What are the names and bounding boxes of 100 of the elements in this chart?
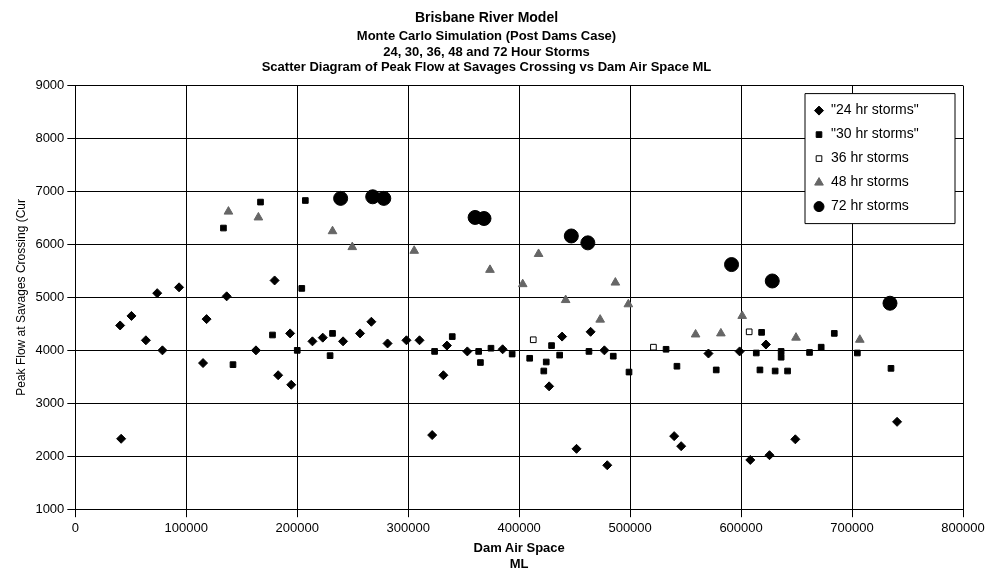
point — [497, 344, 508, 355]
point — [126, 310, 137, 321]
x-tick-label: 200000 — [275, 519, 319, 535]
point — [724, 257, 740, 273]
point — [462, 346, 473, 357]
x-tick-label: 0 — [71, 519, 79, 535]
point — [817, 343, 825, 351]
point — [690, 328, 701, 338]
point — [355, 328, 366, 339]
point — [229, 361, 237, 368]
point — [673, 362, 681, 370]
point — [752, 349, 760, 357]
point — [414, 335, 425, 346]
point — [116, 433, 127, 444]
point — [560, 294, 571, 304]
y-tick-label: 9000 — [35, 77, 65, 93]
point — [257, 198, 264, 206]
y-tick-label: 5000 — [35, 288, 65, 304]
point — [201, 314, 212, 325]
point — [662, 345, 670, 353]
point — [338, 336, 349, 347]
y-axis-title: Peak Flow at Savages Crossing (Cur — [13, 199, 28, 396]
point — [441, 340, 452, 351]
point — [347, 241, 358, 251]
point — [487, 344, 495, 352]
x-tick-label: 500000 — [608, 519, 652, 535]
point — [669, 431, 680, 442]
x-tick-label: 700000 — [830, 519, 874, 535]
point — [650, 343, 657, 351]
point — [326, 352, 334, 359]
point — [517, 278, 528, 288]
point — [676, 441, 687, 452]
point — [791, 332, 801, 341]
point — [602, 460, 613, 471]
point — [448, 333, 456, 340]
point — [784, 367, 791, 375]
point — [716, 327, 726, 337]
point — [777, 353, 785, 361]
x-tick-label: 600000 — [719, 519, 763, 535]
y-tick-label: 6000 — [35, 236, 65, 252]
point — [544, 381, 555, 392]
point — [892, 416, 903, 427]
chart-title: Brisbane River Model — [414, 9, 559, 26]
point — [327, 225, 338, 235]
point — [431, 348, 438, 355]
point — [533, 248, 544, 257]
point — [485, 264, 495, 273]
point — [269, 331, 276, 339]
point — [366, 316, 377, 327]
point — [302, 197, 309, 204]
point — [595, 314, 605, 323]
point — [409, 245, 420, 254]
point — [610, 277, 621, 286]
point — [599, 345, 610, 356]
point — [623, 298, 634, 308]
x-tick-label: 100000 — [164, 519, 208, 535]
point — [526, 354, 534, 362]
point — [542, 358, 550, 366]
point — [376, 190, 392, 206]
point — [625, 368, 633, 376]
y-tick-label: 3000 — [35, 394, 65, 410]
legend-label: 36 hr storms — [831, 149, 909, 166]
point — [307, 336, 318, 347]
point — [790, 434, 801, 445]
y-tick-label: 7000 — [35, 183, 65, 199]
point — [756, 366, 764, 374]
point — [745, 328, 753, 336]
point — [548, 342, 555, 349]
point — [854, 349, 861, 357]
point — [477, 359, 484, 366]
point — [253, 211, 264, 221]
x-tick-label: 800000 — [941, 519, 985, 535]
point — [198, 358, 209, 369]
point — [223, 206, 234, 215]
point — [806, 349, 813, 356]
x-tick-label: 400000 — [497, 519, 541, 535]
point — [854, 334, 865, 343]
legend-label: "24 hr storms" — [831, 101, 919, 118]
point — [427, 430, 438, 441]
legend-label: "30 hr storms" — [831, 125, 919, 142]
point — [777, 348, 785, 355]
point — [220, 224, 227, 232]
y-tick-label: 8000 — [35, 130, 65, 146]
point — [382, 338, 393, 349]
point — [764, 273, 780, 289]
point — [285, 328, 296, 339]
text: 24, 30, 36, 48 and 72 Hour Storms — [383, 43, 590, 59]
x-axis-title: Dam Air Space ML — [473, 540, 565, 571]
point — [298, 285, 306, 292]
point — [250, 345, 261, 356]
point — [745, 454, 756, 465]
point — [221, 291, 232, 302]
point — [764, 450, 775, 461]
point — [140, 335, 151, 346]
point — [401, 335, 412, 346]
point — [609, 352, 617, 360]
point — [540, 367, 548, 375]
point — [529, 336, 537, 344]
point — [286, 379, 297, 390]
legend-label: 48 hr storms — [831, 173, 909, 190]
